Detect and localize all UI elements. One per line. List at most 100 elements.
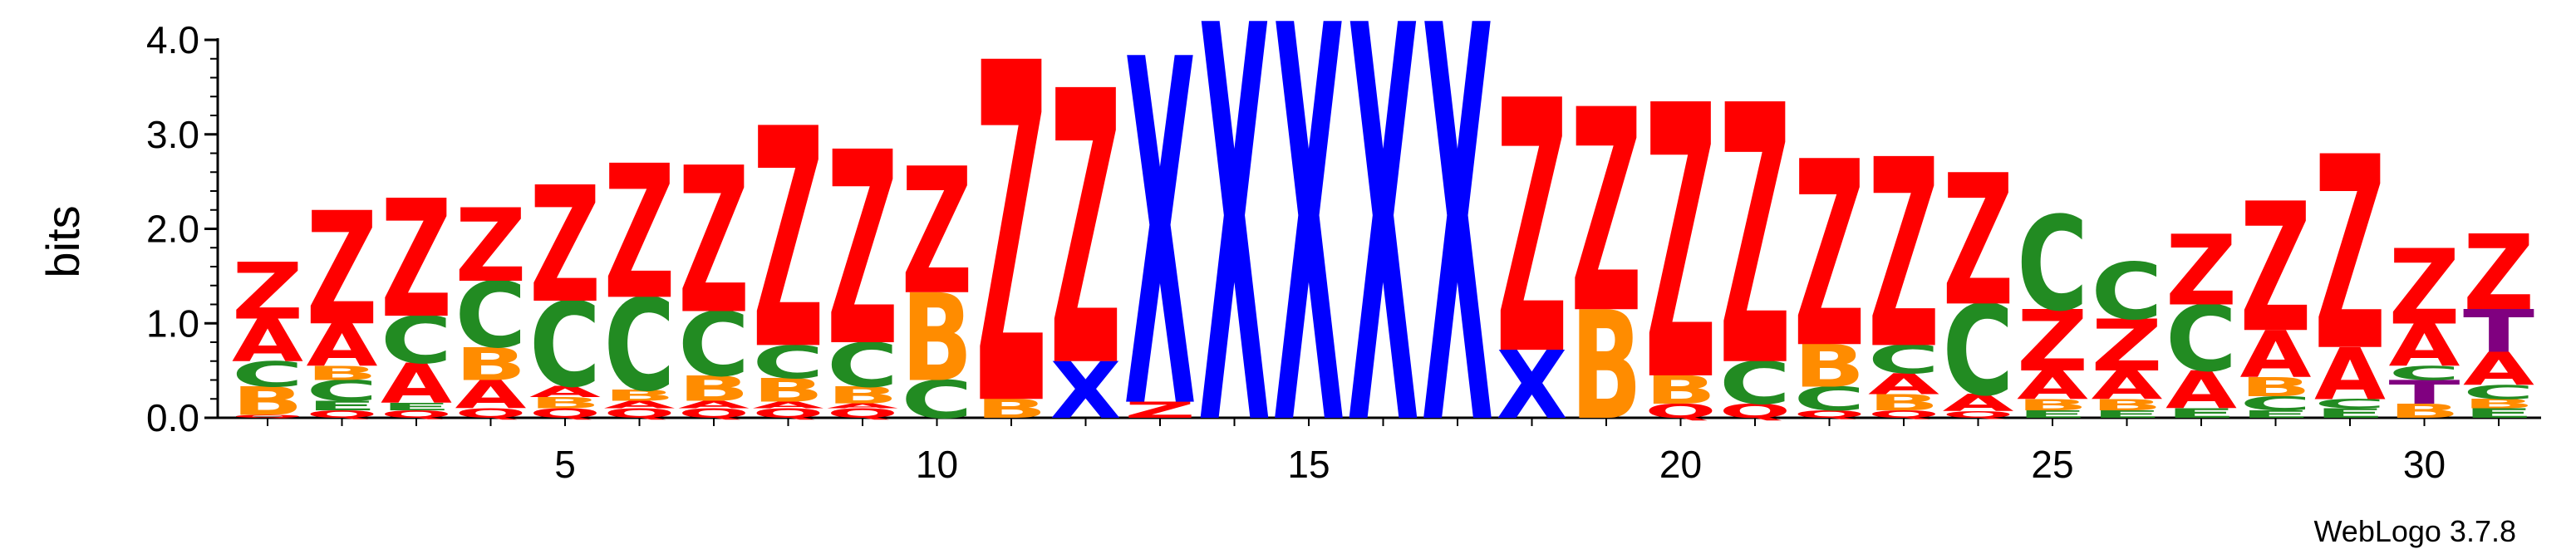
logo-letter-Z: Z (2092, 305, 2163, 387)
logo-letter-B: B (678, 369, 750, 409)
logo-letter-T: T (2463, 298, 2534, 366)
logo-letter-A: A (753, 400, 824, 411)
logo-letter-B: B (1645, 368, 1717, 413)
logo-column-11: BZ (976, 0, 1047, 509)
logo-letter-Q: Q (753, 406, 824, 421)
logo-letter-Z: Z (1050, 13, 1122, 451)
logo-letter-C: C (2463, 381, 2534, 404)
logo-letter-Z: Z (604, 126, 676, 341)
logo-letter-A: A (455, 373, 527, 418)
logo-letter-Z: Z (902, 132, 973, 335)
logo-letter-C: C (603, 273, 675, 420)
x-tick-label: 15 (1287, 443, 1330, 486)
logo-letter-Z: Z (2017, 293, 2088, 391)
logo-letter-Z: Z (2314, 101, 2386, 410)
logo-letter-Z: Z (455, 188, 526, 306)
logo-stacks: QBCAZQECBAZQEACZQABCZQBACZQABCZQABCZQABC… (232, 0, 2534, 547)
logo-letter-B: B (2463, 396, 2534, 411)
logo-letter-Q: Q (529, 406, 601, 421)
logo-letter-B: B (307, 362, 378, 385)
logo-letter-C: C (901, 370, 972, 430)
logo-letter-C: C (381, 304, 452, 379)
logo-column-16: X (1348, 0, 1419, 547)
logo-letter-Z: Z (529, 153, 601, 339)
logo-letter-B: B (455, 338, 527, 390)
logo-letter-B: B (2092, 396, 2163, 414)
logo-letter-Z: Z (1794, 107, 1866, 404)
logo-letter-C: C (2092, 248, 2163, 338)
y-tick-label: 2.0 (146, 208, 199, 251)
logo-letter-B: B (232, 380, 303, 424)
logo-letter-C: C (1943, 278, 2014, 424)
logo-letter-B: B (604, 386, 676, 404)
logo-letter-Z: Z (1124, 398, 1196, 424)
logo-letter-C: C (2388, 362, 2460, 385)
logo-letter-A: A (381, 352, 452, 416)
logo-letter-B: B (2389, 400, 2460, 422)
logo-letter-Z: Z (753, 65, 824, 417)
logo-letter-Z: Z (307, 179, 378, 360)
logo-column-10: CBZ (901, 132, 972, 431)
logo-letter-C: C (2239, 392, 2311, 414)
logo-letter-X: X (1273, 0, 1345, 547)
logo-column-19: BZ (1571, 51, 1642, 454)
logo-letter-Q: Q (307, 408, 378, 420)
logo-letter-B: B (902, 267, 973, 409)
logo-letter-B: B (753, 372, 824, 409)
y-tick-label: 4.0 (146, 18, 199, 61)
logo-letter-C: C (2017, 189, 2088, 340)
logo-letter-Z: Z (976, 0, 1047, 509)
logo-letter-C: C (827, 331, 898, 402)
logo-letter-T: T (2389, 374, 2460, 412)
logo-letter-A: A (678, 399, 750, 411)
logo-letter-Z: Z (1943, 138, 2014, 347)
logo-letter-C: C (752, 336, 823, 389)
y-axis-label: bits (37, 205, 89, 277)
logo-letter-X: X (1124, 0, 1196, 515)
logo-letter-A: A (2463, 343, 2534, 396)
logo-column-21: QCZ (1719, 32, 1791, 446)
x-axis: 5 10 15 20 25 30 (218, 416, 2541, 486)
logo-letter-Z: Z (2463, 213, 2534, 334)
logo-letter-A: A (2240, 317, 2312, 393)
logo-letter-A: A (232, 307, 303, 375)
logo-column-17: X (1422, 0, 1493, 547)
logo-letter-C: C (529, 277, 601, 414)
logo-letter-Q: Q (455, 406, 527, 421)
logo-letter-E: E (2017, 409, 2088, 421)
logo-letter-X: X (1050, 346, 1122, 437)
logo-letter-C: C (307, 375, 378, 408)
x-tick-label: 10 (916, 443, 958, 486)
logo-letter-Z: Z (827, 96, 898, 405)
logo-letter-B: B (529, 394, 601, 412)
y-tick-label: 3.0 (146, 113, 199, 156)
logo-letter-A: A (529, 383, 601, 401)
logo-letter-Z: Z (1868, 105, 1939, 407)
x-tick-label: 5 (554, 443, 576, 486)
y-axis: 0.0 1.0 2.0 3.0 4.0 (146, 18, 219, 439)
logo-letter-Q: Q (604, 406, 676, 421)
logo-letter-Z: Z (2389, 227, 2460, 348)
logo-letter-Q: Q (1719, 400, 1791, 423)
x-tick-label: 20 (1659, 443, 1702, 486)
logo-letter-A: A (307, 311, 378, 380)
logo-letter-Z: Z (1645, 27, 1717, 465)
logo-letter-C: C (232, 354, 303, 395)
logo-letter-Z: Z (1719, 32, 1791, 446)
logo-letter-Q: Q (1794, 408, 1866, 420)
logo-letter-A: A (1943, 390, 2014, 417)
logo-column-14: X (1199, 0, 1271, 547)
logo-letter-B: B (827, 382, 898, 409)
logo-letter-Z: Z (232, 248, 303, 338)
